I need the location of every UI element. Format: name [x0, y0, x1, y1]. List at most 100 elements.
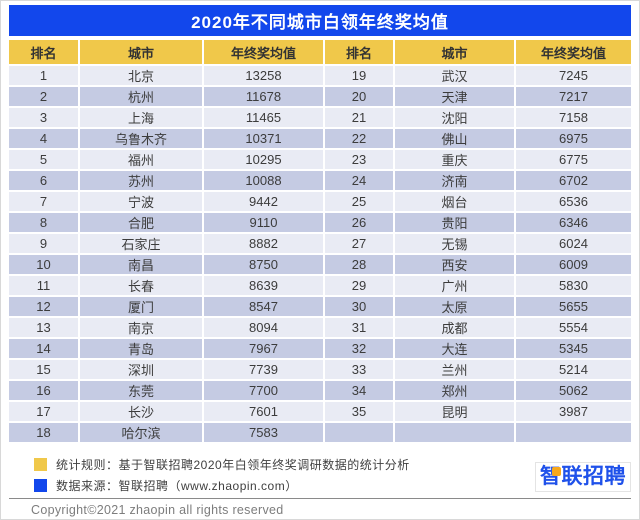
- column-header-city-right: 城市: [395, 40, 514, 64]
- rank-cell: 14: [9, 339, 78, 358]
- column-header-rank-left: 排名: [9, 40, 78, 64]
- rank-cell: 13: [9, 318, 78, 337]
- legend-row-source: 数据来源：智联招聘（www.zhaopin.com）: [34, 475, 631, 496]
- value-cell: 6024: [516, 234, 631, 253]
- value-cell: 7739: [204, 360, 323, 379]
- rank-cell: 8: [9, 213, 78, 232]
- city-cell: 贵阳: [395, 213, 514, 232]
- rank-cell: 9: [9, 234, 78, 253]
- city-cell: 郑州: [395, 381, 514, 400]
- city-cell: 南昌: [80, 255, 202, 274]
- value-cell: 6975: [516, 129, 631, 148]
- rank-cell: 28: [325, 255, 393, 274]
- city-cell: [395, 423, 514, 442]
- rank-cell: 1: [9, 66, 78, 85]
- column-header-rank-right: 排名: [325, 40, 393, 64]
- rank-cell: 6: [9, 171, 78, 190]
- city-cell: 长春: [80, 276, 202, 295]
- city-cell: 沈阳: [395, 108, 514, 127]
- value-cell: 8639: [204, 276, 323, 295]
- city-cell: 乌鲁木齐: [80, 129, 202, 148]
- column-header-value-left: 年终奖均值: [204, 40, 323, 64]
- rank-cell: 7: [9, 192, 78, 211]
- value-cell: 10371: [204, 129, 323, 148]
- rank-cell: 20: [325, 87, 393, 106]
- city-cell: 昆明: [395, 402, 514, 421]
- city-cell: 广州: [395, 276, 514, 295]
- rank-cell: 11: [9, 276, 78, 295]
- city-cell: 杭州: [80, 87, 202, 106]
- value-cell: 11678: [204, 87, 323, 106]
- legend-rules-text: 统计规则：基于智联招聘2020年白领年终奖调研数据的统计分析: [56, 458, 410, 472]
- value-cell: 10295: [204, 150, 323, 169]
- rank-cell: 23: [325, 150, 393, 169]
- rank-cell: 4: [9, 129, 78, 148]
- value-cell: 7583: [204, 423, 323, 442]
- footer-divider: [9, 498, 631, 499]
- rank-cell: 33: [325, 360, 393, 379]
- city-cell: 深圳: [80, 360, 202, 379]
- value-cell: [516, 423, 631, 442]
- city-cell: 成都: [395, 318, 514, 337]
- city-cell: 北京: [80, 66, 202, 85]
- rank-cell: 2: [9, 87, 78, 106]
- value-cell: 7601: [204, 402, 323, 421]
- rank-cell: 17: [9, 402, 78, 421]
- city-cell: 太原: [395, 297, 514, 316]
- value-cell: 7967: [204, 339, 323, 358]
- rank-cell: 24: [325, 171, 393, 190]
- rank-cell: 12: [9, 297, 78, 316]
- value-cell: 9442: [204, 192, 323, 211]
- value-cell: 6346: [516, 213, 631, 232]
- value-cell: 3987: [516, 402, 631, 421]
- value-cell: 6009: [516, 255, 631, 274]
- city-cell: 大连: [395, 339, 514, 358]
- city-cell: 上海: [80, 108, 202, 127]
- zhaopin-logo-text: 智联招聘: [540, 465, 626, 488]
- rank-cell: 31: [325, 318, 393, 337]
- city-cell: 苏州: [80, 171, 202, 190]
- yellow-swatch-icon: [34, 458, 47, 471]
- page-title: 2020年不同城市白领年终奖均值: [9, 5, 631, 36]
- city-cell: 石家庄: [80, 234, 202, 253]
- value-cell: 6775: [516, 150, 631, 169]
- rank-cell: 5: [9, 150, 78, 169]
- blue-swatch-icon: [34, 479, 47, 492]
- city-cell: 烟台: [395, 192, 514, 211]
- rank-cell: 34: [325, 381, 393, 400]
- value-cell: 5655: [516, 297, 631, 316]
- value-cell: 5214: [516, 360, 631, 379]
- city-cell: 无锡: [395, 234, 514, 253]
- value-cell: 6536: [516, 192, 631, 211]
- value-cell: 7158: [516, 108, 631, 127]
- legend-row-rules: 统计规则：基于智联招聘2020年白领年终奖调研数据的统计分析: [34, 454, 631, 475]
- value-cell: 8882: [204, 234, 323, 253]
- value-cell: 7245: [516, 66, 631, 85]
- value-cell: 5554: [516, 318, 631, 337]
- rank-cell: 18: [9, 423, 78, 442]
- rank-cell: 19: [325, 66, 393, 85]
- zhaopin-logo: 智联招聘: [535, 462, 631, 493]
- city-cell: 天津: [395, 87, 514, 106]
- city-cell: 长沙: [80, 402, 202, 421]
- rank-cell: 15: [9, 360, 78, 379]
- city-cell: 西安: [395, 255, 514, 274]
- city-cell: 青岛: [80, 339, 202, 358]
- value-cell: 8094: [204, 318, 323, 337]
- column-header-city-left: 城市: [80, 40, 202, 64]
- city-cell: 南京: [80, 318, 202, 337]
- value-cell: 13258: [204, 66, 323, 85]
- rank-cell: 25: [325, 192, 393, 211]
- value-cell: 8547: [204, 297, 323, 316]
- value-cell: 5830: [516, 276, 631, 295]
- city-cell: 哈尔滨: [80, 423, 202, 442]
- city-cell: 武汉: [395, 66, 514, 85]
- copyright-text: Copyright©2021 zhaopin all rights reserv…: [31, 503, 284, 517]
- rank-cell: 29: [325, 276, 393, 295]
- zhaopin-logo-characters: 智联招聘: [540, 465, 626, 488]
- value-cell: 11465: [204, 108, 323, 127]
- city-cell: 重庆: [395, 150, 514, 169]
- value-cell: 5345: [516, 339, 631, 358]
- rank-cell: 27: [325, 234, 393, 253]
